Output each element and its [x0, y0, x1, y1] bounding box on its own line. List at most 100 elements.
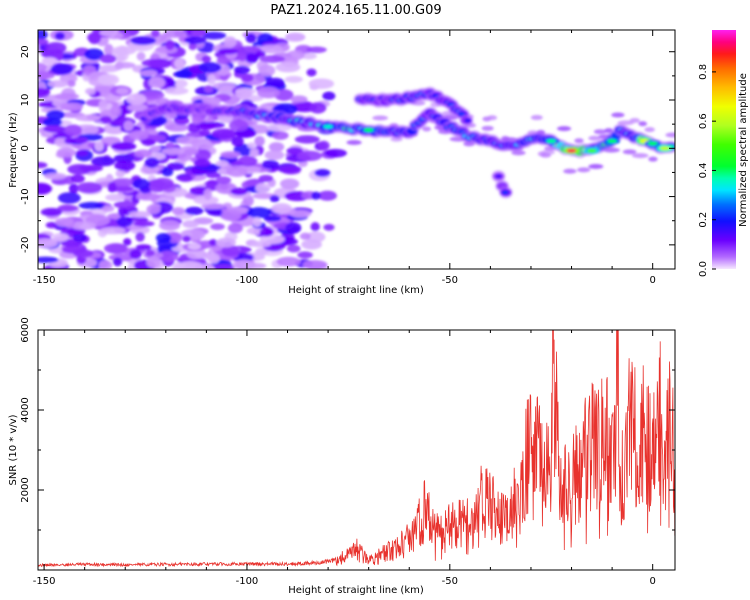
heatmap-noise-blob [276, 256, 301, 267]
heatmap-noise-blob [259, 55, 286, 63]
heatmap-noise-blob [299, 232, 311, 240]
heatmap-x-tick-label: -150 [33, 275, 56, 286]
heatmap-noise-blob [47, 80, 69, 88]
heatmap-noise-blob [94, 140, 104, 152]
heatmap-noise-blob [188, 42, 197, 51]
heatmap-noise-blob [157, 250, 179, 262]
heatmap-y-tick-label: 0 [20, 145, 31, 151]
heatmap-noise-blob [250, 241, 272, 248]
colorbar-ticks: 0.0 0.2 0.4 0.6 0.8 [698, 64, 716, 277]
heatmap-noise-blob [266, 77, 285, 89]
heatmap-noise-blob [258, 64, 276, 77]
heatmap-noise-blob [259, 44, 284, 54]
heatmap-noise-blob [271, 203, 292, 214]
heatmap-noise-blob [128, 211, 152, 218]
heatmap-noise-blob [43, 125, 66, 133]
heatmap-noise-blob [232, 259, 256, 269]
heatmap-noise-blob [215, 176, 232, 185]
heatmap-noise-blob [207, 252, 220, 264]
heatmap-noise-blob [220, 151, 241, 159]
heatmap-noise-blob [39, 72, 55, 79]
heatmap-noise-blob [187, 242, 201, 250]
heatmap-noise-blob [212, 82, 237, 91]
heatmap-noise-blob [110, 142, 137, 151]
snr-x-tick-label: -150 [33, 576, 56, 587]
snr-x-tick-label: -100 [236, 576, 259, 587]
heatmap-hotspot-core [566, 148, 577, 153]
heatmap-noise-blob [56, 147, 77, 158]
heatmap-noise-blob [259, 228, 274, 237]
heatmap-noise-blob [50, 63, 74, 75]
colorbar-tick-label: 0.0 [698, 261, 709, 277]
snr-series-line [38, 330, 675, 568]
heatmap-noise-blob [644, 127, 655, 133]
heatmap-noise-blob [99, 30, 118, 37]
heatmap-noise-blob [372, 115, 389, 121]
heatmap-noise-blob [184, 148, 199, 155]
heatmap-noise-blob [141, 138, 156, 146]
heatmap-noise-blob [268, 142, 285, 152]
heatmap-hotspot-core [659, 146, 670, 151]
heatmap-noise-blob [226, 165, 248, 177]
heatmap-noise-blob [67, 163, 92, 175]
heatmap-noise-blob [306, 68, 317, 77]
heatmap-ridge-core [458, 112, 466, 117]
heatmap-noise-blob [118, 206, 127, 217]
heatmap-noise-blob [648, 156, 658, 162]
heatmap-noise-blob [198, 62, 222, 73]
heatmap-noise-blob [105, 193, 126, 202]
heatmap-noise-blob [235, 88, 253, 99]
heatmap-noise-blob [165, 142, 175, 149]
heatmap-noise-blob [98, 260, 113, 269]
heatmap-noise-blob [245, 33, 257, 44]
heatmap-noise-blob [235, 45, 262, 56]
heatmap-noise-blob [588, 135, 601, 141]
snr-y-tick-label: 4000 [20, 397, 31, 422]
heatmap-noise-blob [171, 207, 185, 215]
heatmap-noise-blob [57, 192, 81, 204]
heatmap-noise-blob [255, 50, 266, 58]
heatmap-noise-blob [54, 217, 73, 227]
heatmap-noise-blob [201, 55, 212, 63]
heatmap-noise-blob [297, 251, 313, 259]
colorbar-label: Normalized spectral amplitude [738, 73, 749, 227]
heatmap-noise-blob [134, 149, 153, 158]
heatmap-noise-blob [144, 157, 159, 168]
heatmap-y-tick-label: -10 [20, 188, 31, 204]
heatmap-noise-blob [38, 256, 59, 264]
heatmap-noise-blob [174, 69, 193, 79]
heatmap-noise-blob [530, 115, 543, 121]
heatmap-noise-blob [135, 244, 152, 251]
heatmap-noise-blob [148, 76, 166, 89]
heatmap-cells [38, 30, 675, 269]
heatmap-y-tick-label: 20 [20, 45, 31, 58]
heatmap-noise-blob [135, 193, 161, 201]
heatmap-noise-blob [258, 174, 274, 183]
heatmap-noise-blob [52, 232, 69, 242]
heatmap-ridge-core [464, 118, 472, 123]
heatmap-hotspot-core [586, 148, 597, 153]
heatmap-noise-blob [165, 123, 189, 132]
heatmap-noise-blob [123, 238, 132, 246]
colorbar-tick-label: 0.4 [698, 162, 709, 178]
heatmap-noise-blob [64, 124, 83, 136]
heatmap-noise-blob [277, 165, 302, 173]
heatmap-noise-blob [38, 161, 48, 169]
heatmap-noise-blob [574, 138, 584, 144]
heatmap-noise-blob [593, 129, 607, 135]
heatmap-noise-blob [314, 168, 331, 177]
heatmap-noise-blob [111, 178, 135, 187]
heatmap-noise-blob [185, 36, 207, 45]
snr-x-tick-label: 0 [649, 576, 655, 587]
heatmap-noise-blob [111, 46, 136, 56]
heatmap-noise-blob [38, 238, 59, 249]
snr-y-ticks: 2000 4000 6000 [20, 317, 675, 531]
heatmap-noise-blob [85, 87, 96, 95]
heatmap-x-tick-label: 0 [649, 275, 655, 286]
heatmap-y-tick-label: -20 [20, 237, 31, 253]
heatmap-noise-blob [246, 53, 257, 61]
heatmap-noise-blob [174, 79, 188, 88]
colorbar-tick-label: 0.6 [698, 113, 709, 129]
heatmap-noise-blob [194, 263, 215, 269]
heatmap-noise-blob [60, 102, 84, 111]
